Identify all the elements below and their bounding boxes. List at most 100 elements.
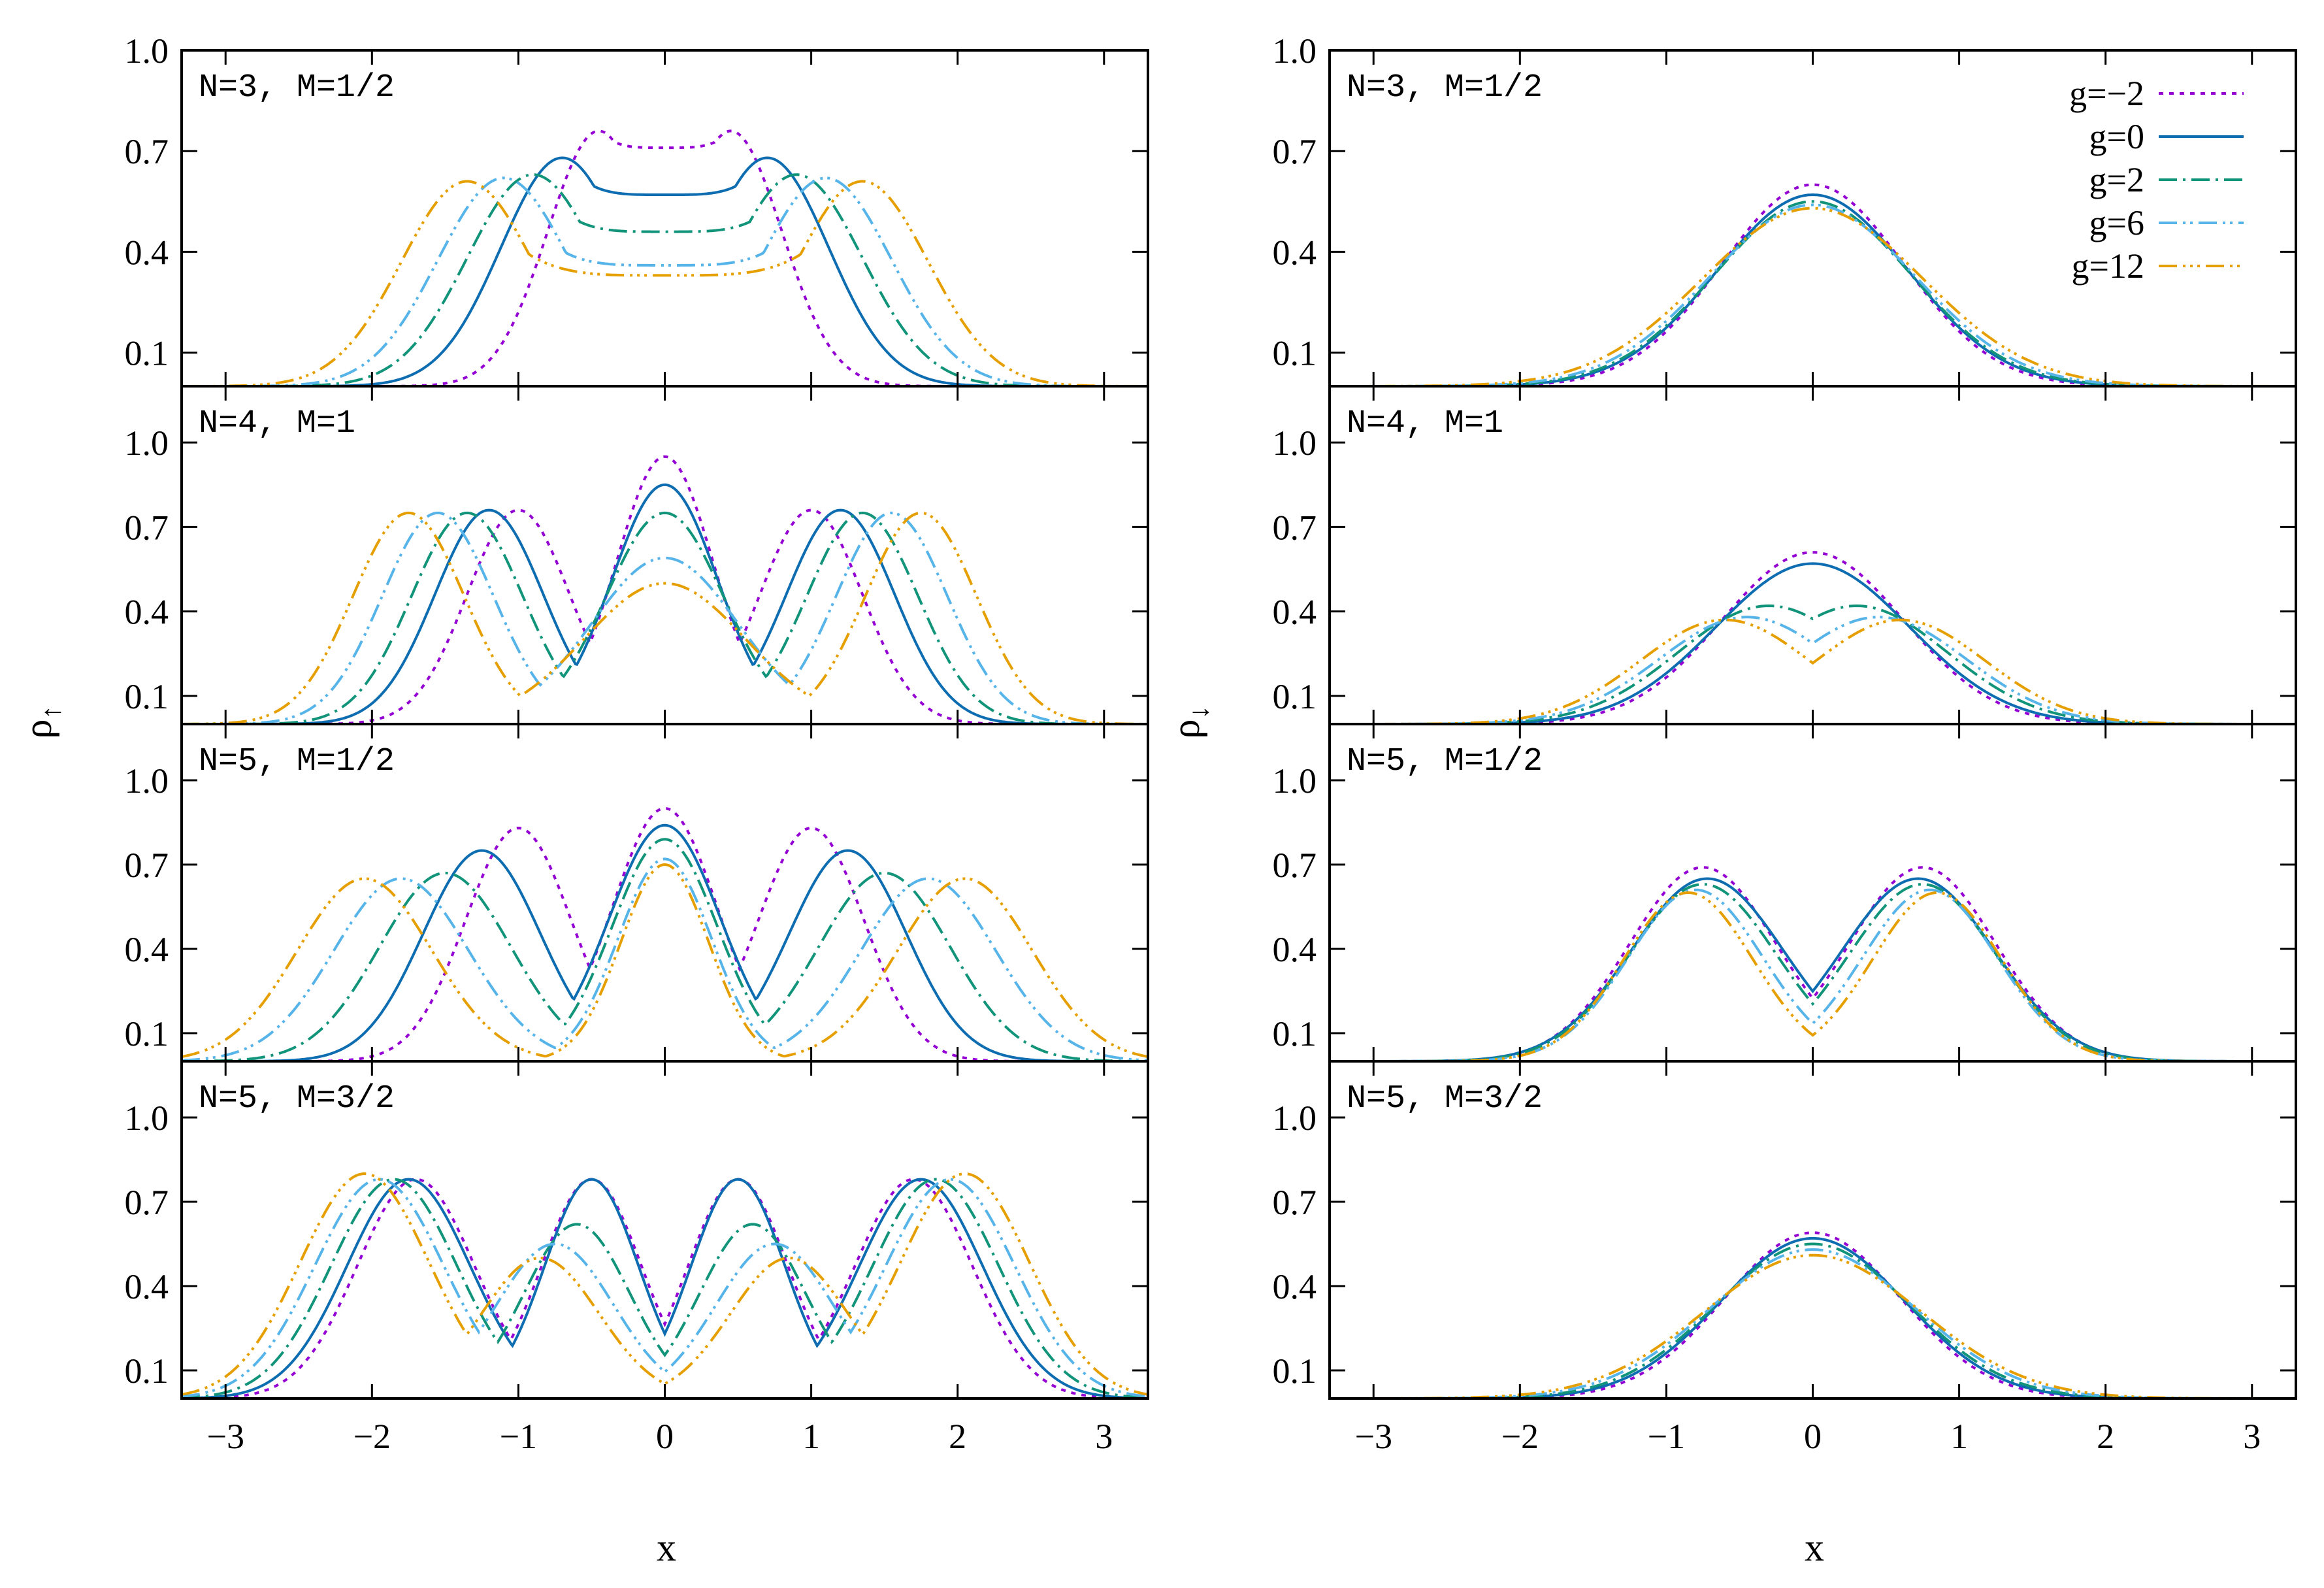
x-tick-label: −2 [353, 1417, 391, 1456]
series-line-g0 [182, 483, 1148, 724]
series-line-g6 [1330, 616, 2296, 724]
panel-annotation: N=4, M=1 [199, 405, 355, 442]
series-line-g12 [182, 511, 1148, 724]
panel-8: 1.0 0.7 0.4 0.1 −3 −2 −1 0 1 2 3 N=5, M=3/2 [1273, 1060, 2297, 1456]
x-tick-label: 2 [2097, 1417, 2114, 1456]
y-tick-label: 0.4 [1273, 1267, 1317, 1306]
series-line-g2 [182, 1178, 1148, 1398]
axis-labels: x x ρ↑ ρ↓ [16, 706, 1824, 1569]
panel-annotation: N=3, M=1/2 [1347, 69, 1543, 107]
series-line-g12 [182, 863, 1148, 1058]
y-tick-label: 1.0 [125, 31, 169, 71]
series-line-g2 [182, 511, 1148, 724]
legend-label: g=12 [2072, 246, 2144, 286]
series-line-g0 [182, 1178, 1148, 1398]
y-tick-label: 1.0 [1273, 761, 1317, 801]
y-tick-label: 0.1 [1273, 334, 1317, 373]
svg-text:ρ↑: ρ↑ [16, 706, 67, 739]
right-y-axis-title: ρ↓ [1164, 706, 1215, 739]
series-line-g0 [182, 823, 1148, 1061]
svg-text:ρ↓: ρ↓ [1164, 706, 1215, 739]
series-line-g12 [182, 180, 1148, 386]
series-line-g6 [182, 1178, 1148, 1398]
y-tick-label: 1.0 [1273, 1099, 1317, 1138]
legend-label: g=6 [2089, 203, 2144, 242]
panel-annotation: N=5, M=1/2 [1347, 743, 1543, 780]
left-y-axis-title: ρ↑ [16, 706, 67, 739]
y-tick-label: 0.1 [1273, 1014, 1317, 1053]
y-tick-label: 0.4 [125, 1267, 169, 1306]
y-tick-label: 0.1 [125, 1351, 169, 1391]
series-line-g2 [1330, 1242, 2296, 1398]
left-x-axis-title: x [657, 1526, 676, 1569]
y-tick-label: 1.0 [125, 1099, 169, 1138]
legend-label: g=−2 [2069, 74, 2144, 113]
y-tick-label: 0.1 [125, 1014, 169, 1053]
right-y-axis-title-sub: ↓ [1185, 706, 1215, 720]
panel-7: 1.0 0.7 0.4 0.1 −3 −2 −1 0 1 2 3 N=5, M=3/2 [125, 1060, 1149, 1456]
y-tick-label: 0.7 [1273, 846, 1317, 885]
right-x-axis-title: x [1805, 1526, 1824, 1569]
y-tick-label: 0.1 [1273, 1351, 1317, 1391]
x-tick-label: 2 [949, 1417, 966, 1456]
series-line-g12 [1330, 618, 2296, 724]
x-tick-label: −3 [206, 1417, 244, 1456]
y-tick-label: 0.1 [1273, 677, 1317, 716]
panel-annotation: N=5, M=1/2 [199, 743, 395, 780]
series-line-g6 [182, 857, 1148, 1061]
y-tick-label: 0.4 [1273, 233, 1317, 272]
panel-6: 1.0 0.7 0.4 0.1 N=5, M=1/2 [1273, 723, 2297, 1063]
y-tick-label: 0.4 [125, 593, 169, 632]
y-tick-label: 0.7 [125, 508, 169, 547]
y-tick-label: 0.7 [1273, 508, 1317, 547]
left-y-axis-title-sub: ↑ [37, 706, 67, 720]
panel-annotation: N=5, M=3/2 [1347, 1080, 1543, 1117]
series-line-g2 [1330, 200, 2296, 386]
left-y-axis-title-base: ρ [16, 720, 59, 739]
x-tick-label: 3 [2243, 1417, 2261, 1456]
x-tick-label: −3 [1354, 1417, 1392, 1456]
y-tick-label: 0.7 [1273, 1183, 1317, 1222]
y-tick-label: 0.1 [125, 677, 169, 716]
x-tick-label: −1 [1648, 1417, 1685, 1456]
y-tick-label: 0.7 [125, 132, 169, 171]
panel-1: 1.0 0.7 0.4 0.1 N=3, M=1/2 [125, 31, 1149, 388]
y-tick-label: 0.1 [125, 334, 169, 373]
y-tick-label: 1.0 [1273, 423, 1317, 463]
y-tick-label: 0.7 [125, 1183, 169, 1222]
x-tick-label: 3 [1095, 1417, 1113, 1456]
y-tick-label: 0.4 [125, 930, 169, 969]
series-line-g2 [182, 173, 1148, 386]
x-tick-label: −2 [1501, 1417, 1539, 1456]
series-line-g-2 [182, 1178, 1148, 1398]
y-tick-label: 0.7 [1273, 132, 1317, 171]
y-tick-label: 0.4 [1273, 593, 1317, 632]
y-tick-label: 1.0 [125, 423, 169, 463]
panel-annotation: N=3, M=1/2 [199, 69, 395, 107]
legend-label: g=0 [2089, 117, 2144, 156]
y-tick-label: 1.0 [125, 761, 169, 801]
series-line-g12 [1330, 1253, 2296, 1398]
panel-annotation: N=4, M=1 [1347, 405, 1503, 442]
legend: g=−2 g=0 g=2 g=6 g=12 [2069, 74, 2244, 286]
series-line-g6 [182, 176, 1148, 386]
series-line-g12 [1330, 891, 2296, 1061]
x-tick-label: 0 [1804, 1417, 1822, 1456]
series-line-g2 [1330, 883, 2296, 1061]
y-tick-label: 0.7 [125, 846, 169, 885]
y-tick-label: 0.4 [125, 233, 169, 272]
panel-annotation: N=5, M=3/2 [199, 1080, 395, 1117]
series-line-g2 [1330, 604, 2296, 724]
panel-3: 1.0 0.7 0.4 0.1 N=4, M=1 [125, 385, 1149, 725]
y-tick-label: 1.0 [1273, 31, 1317, 71]
x-tick-label: 1 [802, 1417, 820, 1456]
x-tick-label: 1 [1950, 1417, 1968, 1456]
legend-label: g=2 [2089, 160, 2144, 199]
series-line-g2 [182, 838, 1148, 1061]
y-tick-label: 0.4 [1273, 930, 1317, 969]
x-tick-label: −1 [500, 1417, 537, 1456]
series-line-g0 [1330, 877, 2296, 1061]
panels: 1.0 0.7 0.4 0.1 N=3, M=1/2 1.0 0.7 0.4 0.1 N=3, M… [125, 31, 2297, 1456]
